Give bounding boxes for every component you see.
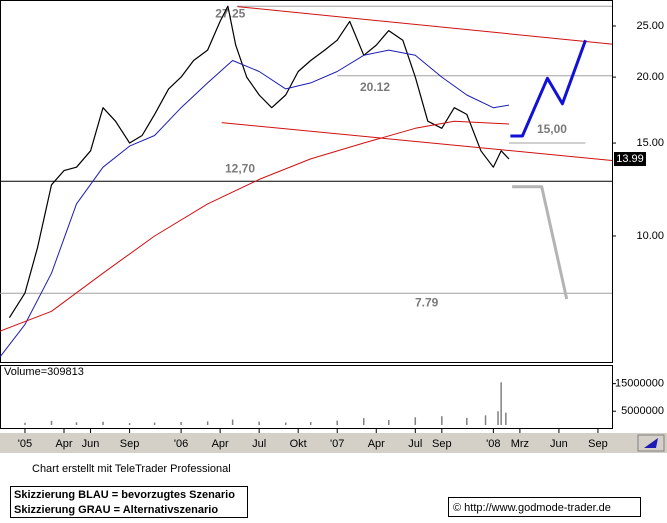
- x-tick-label: Jul: [408, 438, 422, 450]
- x-tick-label: Sep: [432, 438, 452, 450]
- series-line: [0, 120, 510, 332]
- level-label: 15,00: [537, 122, 567, 136]
- x-tick-label: Jun: [550, 438, 568, 450]
- volume-panel: [0, 365, 613, 429]
- nav-icon: [644, 438, 658, 448]
- y-tick-label: 20.00: [636, 71, 664, 83]
- legend-line: Skizzierung BLAU = bevorzugtes Szenario: [14, 489, 235, 501]
- x-tick-label: '05: [18, 438, 32, 450]
- x-tick-label: '07: [330, 438, 344, 450]
- x-tick-label: Apr: [55, 438, 72, 450]
- series-line: [8, 5, 510, 319]
- x-tick-label: '08: [486, 438, 500, 450]
- y-tick-label: 15000000: [615, 378, 664, 390]
- series-line: [0, 49, 510, 358]
- volume-title: Volume=309813: [4, 366, 84, 378]
- x-tick-label: Sep: [588, 438, 608, 450]
- last-price-label: 13.99: [616, 153, 644, 165]
- x-tick-label: Mrz: [511, 438, 529, 450]
- x-tick-label: Apr: [368, 438, 385, 450]
- series-line: [510, 39, 587, 138]
- x-tick-label: Jul: [252, 438, 266, 450]
- legend-box: [10, 486, 248, 518]
- x-tick-label: Okt: [290, 438, 307, 450]
- level-label: 12,70: [225, 161, 255, 175]
- credit: Chart erstellt mit TeleTrader Profession…: [32, 463, 231, 475]
- series-line: [221, 122, 613, 161]
- x-axis-strip: [0, 433, 667, 453]
- x-tick-label: Sep: [120, 438, 140, 450]
- y-tick-label: 25.00: [636, 20, 664, 32]
- level-label: 20.12: [360, 80, 390, 94]
- series-line: [512, 185, 569, 300]
- y-tick-label: 5000000: [621, 405, 664, 417]
- copyright: © http://www.godmode-trader.de: [453, 502, 611, 514]
- last-price-box: [614, 152, 646, 167]
- y-tick-label: 10.00: [636, 230, 664, 242]
- x-tick-label: '06: [174, 438, 188, 450]
- x-tick-label: Apr: [212, 438, 229, 450]
- legend-line: Skizzierung GRAU = Alternativszenario: [14, 504, 218, 516]
- y-tick-label: 15.00: [636, 137, 664, 149]
- copyright-box: [448, 497, 641, 517]
- x-tick-label: Jun: [82, 438, 100, 450]
- level-label: 7.79: [415, 295, 439, 309]
- series-line: [237, 6, 613, 45]
